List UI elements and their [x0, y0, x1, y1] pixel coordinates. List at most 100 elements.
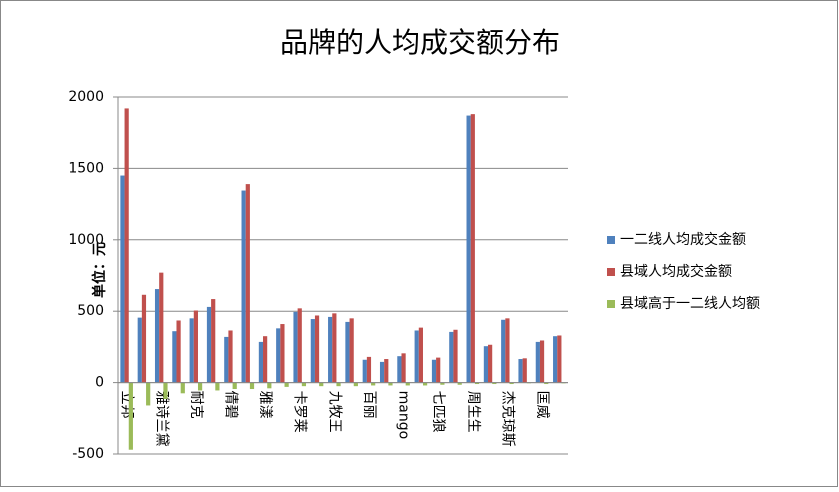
bar	[483, 346, 489, 383]
legend-swatch	[607, 300, 615, 308]
bar	[328, 316, 333, 383]
bar	[215, 382, 220, 391]
bar	[345, 321, 350, 383]
bar	[401, 353, 406, 383]
bar	[366, 356, 372, 383]
bar	[154, 289, 160, 383]
y-tick-label: 500	[77, 303, 104, 319]
bar	[501, 319, 506, 383]
bar	[414, 330, 419, 383]
bar	[436, 357, 441, 383]
x-tick-label: 九牧王	[326, 391, 342, 433]
bar	[349, 318, 354, 383]
bar	[137, 317, 142, 383]
bar	[310, 319, 315, 383]
bar	[241, 190, 246, 383]
bar	[176, 320, 181, 383]
bar	[163, 382, 168, 400]
bar	[314, 315, 320, 383]
x-tick-label: 匡威	[534, 391, 550, 419]
y-tick-label: 2000	[68, 89, 104, 105]
legend-label: 县域人均成交金额	[620, 263, 732, 280]
bar	[293, 311, 298, 383]
bar	[422, 382, 428, 386]
x-tick-label: 卡罗莱	[292, 391, 308, 433]
x-tick-label: 倩碧	[223, 391, 239, 419]
bar	[544, 382, 549, 385]
bar	[492, 382, 497, 385]
bar	[384, 359, 389, 383]
x-tick-label: 周生生	[465, 391, 481, 433]
y-tick-label: -500	[72, 446, 104, 462]
bar	[197, 382, 203, 391]
bar	[146, 382, 151, 406]
bar	[362, 359, 367, 383]
bar	[249, 382, 255, 390]
bar	[276, 328, 281, 383]
bar	[193, 310, 198, 383]
bar	[336, 382, 341, 387]
legend-label: 县域高于一二线人均额	[620, 295, 760, 312]
bar	[280, 324, 285, 383]
x-tick-label: 耐克	[188, 391, 204, 419]
x-tick-label: 七匹狼	[430, 391, 446, 433]
bar	[431, 359, 437, 383]
bar	[206, 306, 212, 383]
bar	[557, 335, 562, 383]
bar	[180, 382, 185, 394]
bar	[470, 114, 475, 383]
bar	[319, 382, 324, 387]
bar	[388, 382, 393, 386]
bar	[522, 358, 527, 383]
bar	[488, 344, 493, 383]
bar	[267, 382, 272, 389]
y-tick-label: 0	[95, 375, 104, 391]
bar	[232, 382, 237, 390]
bar	[505, 318, 510, 383]
bar	[397, 356, 402, 383]
bar	[353, 382, 358, 387]
bar	[440, 382, 445, 385]
y-axis-title: 单位：元	[91, 242, 108, 298]
bar	[172, 331, 177, 383]
bar	[263, 336, 268, 383]
x-tick-label: mango	[396, 391, 412, 440]
bar	[297, 308, 302, 383]
bar	[509, 382, 514, 385]
bar	[159, 272, 164, 383]
bar	[332, 313, 337, 383]
bar	[418, 327, 423, 383]
y-tick-label: 1000	[68, 232, 104, 248]
x-tick-label: 雅诗兰黛	[153, 391, 169, 447]
x-tick-label: 百丽	[361, 391, 377, 419]
bar	[539, 340, 545, 383]
bar	[535, 341, 540, 383]
bar	[553, 336, 558, 383]
bar	[379, 361, 385, 383]
bar	[518, 359, 523, 383]
x-tick-label: 雅漾	[257, 391, 274, 419]
bar	[371, 382, 376, 386]
bar	[189, 318, 194, 383]
bar	[449, 331, 454, 383]
bar	[124, 108, 129, 383]
bar	[453, 329, 458, 383]
legend-swatch	[607, 236, 615, 244]
bar	[457, 382, 462, 385]
bar	[141, 294, 147, 383]
bar	[228, 330, 233, 383]
chart-title: 品牌的人均成交额分布	[280, 26, 560, 59]
y-tick-label: 1500	[68, 160, 104, 176]
bar	[245, 184, 250, 383]
bar	[405, 382, 410, 386]
bar	[128, 382, 133, 450]
bar	[474, 382, 480, 385]
bar	[258, 341, 264, 383]
bar	[224, 336, 229, 383]
bar	[284, 382, 289, 387]
bar	[301, 382, 307, 387]
x-tick-label: 杰克琼斯	[499, 391, 515, 447]
legend-label: 一二线人均成交金额	[620, 231, 746, 248]
